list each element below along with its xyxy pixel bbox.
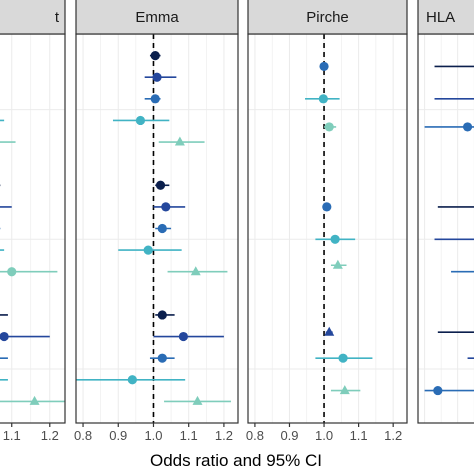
estimate-point [192,395,203,405]
estimate-point [7,267,17,277]
panel-background [0,34,65,423]
estimate-point [127,375,137,385]
estimate-point [433,385,443,396]
x-tick-label: 0.9 [280,428,298,443]
panel-background [418,34,474,423]
estimate-point [338,353,348,363]
x-tick-label: 1.1 [350,428,368,443]
facet-strip [0,0,66,35]
facet-label: HLA [426,9,455,26]
facet-panel-emma: Emma 0.8 0.9 1.0 1.1 1.2 [74,0,239,443]
estimate-point [178,331,189,342]
x-tick-label: 0.9 [109,428,127,443]
facet-label: Emma [135,9,179,26]
x-tick-label: 1.1 [180,428,198,443]
facet-strip [417,0,474,35]
facet-panel-hla: HLA1 [417,0,474,424]
panel-border [0,33,66,424]
estimate-point [174,136,185,146]
estimate-point [152,72,162,82]
panel-border [417,33,474,424]
facet-strip [75,0,239,35]
x-tick-label: 1.0 [315,428,333,443]
facet-panel-t: t 1.1 1.2 [0,0,66,443]
estimate-point [135,115,146,126]
panel-background [248,34,407,423]
estimate-point [150,51,160,61]
estimate-point [190,266,201,276]
estimate-point [318,94,328,104]
estimate-point [319,61,329,72]
estimate-point [161,202,171,212]
estimate-point [330,234,340,244]
estimate-point [339,385,350,395]
facet-strip [247,0,408,35]
estimate-point [157,353,167,363]
facet-label: Pirche [306,9,349,26]
x-tick-label: 1.2 [384,428,402,443]
x-tick-label: 1.2 [215,428,233,443]
estimate-point [322,202,332,212]
estimate-point [332,259,343,269]
estimate-point [150,94,160,104]
x-axis-title: Odds ratio and 95% CI [150,451,322,470]
estimate-point [157,310,167,320]
x-tick-label: 0.8 [74,428,92,443]
x-tick-label: 1.0 [144,428,162,443]
estimate-point [324,326,335,336]
estimate-point [155,180,166,190]
estimate-point [143,245,153,255]
x-tick-label: 1.1 [3,428,21,443]
estimate-point [324,122,334,132]
facet-label: t [55,9,60,26]
x-tick-label: 0.8 [246,428,264,443]
estimate-point [0,331,9,342]
estimate-point [157,223,167,234]
estimate-point [462,122,473,132]
estimate-point [29,395,40,405]
x-tick-label: 1.2 [41,428,59,443]
facet-panel-pirche: Pirche 0.8 0.9 1.0 1.1 1.2 [246,0,408,443]
